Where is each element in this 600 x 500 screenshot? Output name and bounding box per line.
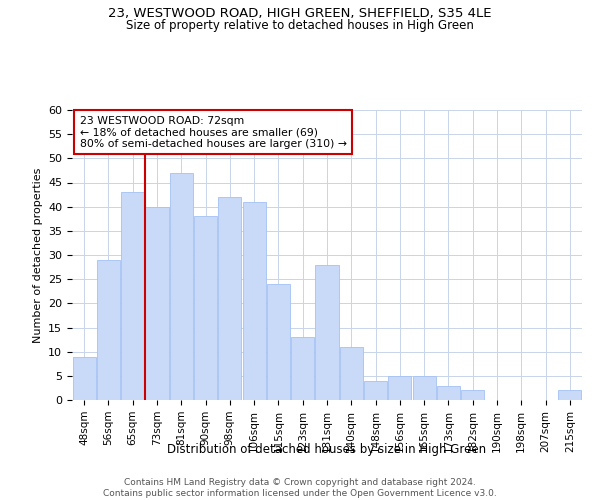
Bar (364, 380, 387, 400)
Bar (170, 173, 193, 400)
Bar (291, 337, 314, 400)
Bar (97, 260, 120, 400)
Text: 23, WESTWOOD ROAD, HIGH GREEN, SHEFFIELD, S35 4LE: 23, WESTWOOD ROAD, HIGH GREEN, SHEFFIELD… (108, 8, 492, 20)
Text: 23 WESTWOOD ROAD: 72sqm
← 18% of detached houses are smaller (69)
80% of semi-de: 23 WESTWOOD ROAD: 72sqm ← 18% of detache… (80, 116, 347, 149)
Bar (461, 390, 484, 400)
Text: Contains HM Land Registry data © Crown copyright and database right 2024.
Contai: Contains HM Land Registry data © Crown c… (103, 478, 497, 498)
Bar (121, 192, 144, 400)
Bar (145, 206, 169, 400)
Bar (559, 390, 581, 400)
Bar (437, 386, 460, 400)
Bar (413, 376, 436, 400)
Bar (218, 197, 241, 400)
Bar (340, 347, 363, 400)
Text: Distribution of detached houses by size in High Green: Distribution of detached houses by size … (167, 442, 487, 456)
Bar (267, 284, 290, 400)
Y-axis label: Number of detached properties: Number of detached properties (32, 168, 43, 342)
Bar (73, 356, 95, 400)
Bar (194, 216, 217, 400)
Bar (316, 264, 338, 400)
Bar (242, 202, 266, 400)
Text: Size of property relative to detached houses in High Green: Size of property relative to detached ho… (126, 18, 474, 32)
Bar (388, 376, 412, 400)
